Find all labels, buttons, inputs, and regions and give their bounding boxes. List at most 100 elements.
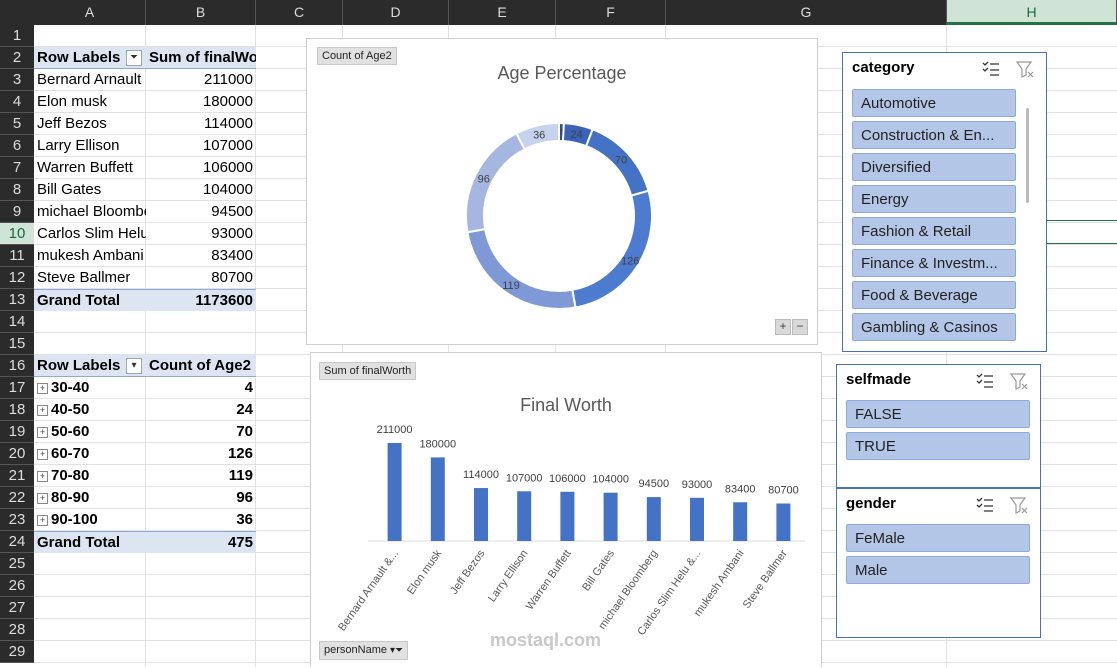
- slicer-item[interactable]: FALSE: [846, 400, 1030, 428]
- pivot-row-value[interactable]: 126: [227, 445, 253, 462]
- pivot-row-value[interactable]: 119: [228, 467, 253, 484]
- row-header-26[interactable]: 26: [0, 575, 34, 597]
- pivot-row-label[interactable]: +90-100: [34, 509, 146, 531]
- pivot-row-label[interactable]: mukesh Ambani: [37, 247, 144, 264]
- pivot-grand-total-value[interactable]: 1173600: [146, 289, 256, 311]
- chart-field-button[interactable]: Sum of finalWorth: [319, 362, 417, 380]
- slicer-item[interactable]: Construction & En...: [852, 121, 1016, 149]
- row-header-18[interactable]: 18: [0, 399, 34, 421]
- slicer-selfmade[interactable]: selfmade FALSE TRUE: [836, 364, 1041, 488]
- row-header-25[interactable]: 25: [0, 553, 34, 575]
- column-header-e[interactable]: E: [449, 0, 556, 25]
- donut-slice-90-100[interactable]: [515, 121, 560, 151]
- slicer-item[interactable]: Gambling & Casinos: [852, 313, 1016, 341]
- pivot-row-label[interactable]: +30-40: [34, 377, 146, 399]
- pivot-row-label[interactable]: Bernard Arnault: [37, 71, 142, 88]
- bar-3[interactable]: [517, 491, 532, 541]
- row-header-27[interactable]: 27: [0, 597, 34, 619]
- bar-1[interactable]: [430, 457, 445, 541]
- bar-9[interactable]: [776, 503, 791, 541]
- donut-slice-70-80[interactable]: [466, 227, 577, 310]
- row-header-5[interactable]: 5: [0, 113, 34, 135]
- slicer-item[interactable]: Fashion & Retail: [852, 217, 1016, 245]
- pivot-row-label[interactable]: +50-60: [34, 421, 146, 443]
- select-all-corner[interactable]: [0, 0, 34, 25]
- slicer-item[interactable]: Automotive: [852, 89, 1016, 117]
- pivot-row-label[interactable]: Warren Buffett: [37, 159, 133, 176]
- pivot-row-value[interactable]: 80700: [211, 269, 253, 286]
- bar-6[interactable]: [646, 497, 661, 541]
- pivot-row-value[interactable]: 83400: [211, 247, 253, 264]
- row-header-13[interactable]: 13: [0, 289, 34, 311]
- pivot-grand-total-value[interactable]: 475: [146, 531, 256, 553]
- pivot-row-label[interactable]: Larry Ellison: [37, 137, 120, 154]
- expand-icon[interactable]: +: [37, 382, 48, 394]
- row-header-21[interactable]: 21: [0, 465, 34, 487]
- column-header-h[interactable]: H: [947, 0, 1117, 25]
- row-header-12[interactable]: 12: [0, 267, 34, 289]
- row-header-1[interactable]: 1: [0, 25, 34, 47]
- multi-select-icon[interactable]: [975, 495, 995, 515]
- bar-5[interactable]: [603, 492, 618, 541]
- column-header-g[interactable]: G: [666, 0, 947, 25]
- pivot-header-value[interactable]: Sum of finalWorth: [146, 47, 256, 69]
- pivot-grand-total-label[interactable]: Grand Total: [34, 531, 146, 553]
- pivot-row-value[interactable]: 104000: [202, 181, 253, 198]
- expand-icon[interactable]: +: [37, 492, 48, 504]
- row-header-11[interactable]: 11: [0, 245, 34, 267]
- multi-select-icon[interactable]: [981, 59, 1001, 79]
- pivot-row-value[interactable]: 180000: [202, 93, 253, 110]
- row-header-6[interactable]: 6: [0, 135, 34, 157]
- pivot-header-row-labels[interactable]: Row Labels: [34, 47, 146, 69]
- expand-icon[interactable]: +: [37, 470, 48, 482]
- column-header-f[interactable]: F: [556, 0, 666, 25]
- pivot-row-label[interactable]: +70-80: [34, 465, 146, 487]
- pivot-row-value[interactable]: 24: [236, 401, 253, 418]
- donut-slice-80-90[interactable]: [465, 131, 526, 234]
- multi-select-icon[interactable]: [975, 371, 995, 391]
- row-header-22[interactable]: 22: [0, 487, 34, 509]
- pivot-row-value[interactable]: 211000: [204, 71, 253, 88]
- pivot-row-label[interactable]: Elon musk: [37, 93, 108, 110]
- filter-icon[interactable]: ▾⏷: [390, 645, 404, 656]
- row-header-23[interactable]: 23: [0, 509, 34, 531]
- pivot-grand-total-label[interactable]: Grand Total: [34, 289, 146, 311]
- bar-8[interactable]: [733, 502, 748, 541]
- pivot-row-label[interactable]: Jeff Bezos: [37, 115, 107, 132]
- expand-icon[interactable]: +: [37, 514, 48, 526]
- chart-field-button[interactable]: Count of Age2: [317, 47, 397, 65]
- expand-icon[interactable]: +: [37, 448, 48, 460]
- slicer-scrollbar[interactable]: [1026, 108, 1029, 203]
- row-labels-filter-button[interactable]: ▾: [126, 358, 142, 374]
- slicer-item[interactable]: TRUE: [846, 432, 1030, 460]
- row-header-4[interactable]: 4: [0, 91, 34, 113]
- pivot-row-value[interactable]: 106000: [202, 159, 253, 176]
- row-header-29[interactable]: 29: [0, 641, 34, 663]
- donut-chart[interactable]: Count of Age2 Age Percentage 4 24 70 126 119…: [306, 38, 818, 345]
- bar-0[interactable]: [387, 443, 402, 541]
- row-header-14[interactable]: 14: [0, 311, 34, 333]
- pivot-row-value[interactable]: 107000: [202, 137, 253, 154]
- expand-icon[interactable]: +: [37, 404, 48, 416]
- donut-slice-60-70[interactable]: [571, 189, 653, 309]
- slicer-item[interactable]: FeMale: [846, 524, 1030, 552]
- slicer-gender[interactable]: gender FeMale Male: [836, 488, 1041, 638]
- slicer-item[interactable]: Energy: [852, 185, 1016, 213]
- expand-icon[interactable]: +: [37, 426, 48, 438]
- pivot-row-label[interactable]: +40-50: [34, 399, 146, 421]
- column-header-b[interactable]: B: [146, 0, 256, 25]
- bar-7[interactable]: [690, 497, 704, 541]
- zoom-in-button[interactable]: +: [775, 319, 791, 335]
- slicer-item[interactable]: Diversified: [852, 153, 1016, 181]
- clear-filter-icon[interactable]: [1009, 495, 1029, 515]
- pivot-row-value[interactable]: 4: [244, 379, 253, 396]
- pivot-row-label[interactable]: Carlos Slim Helu: [37, 225, 146, 242]
- slicer-item[interactable]: Finance & Investm...: [852, 249, 1016, 277]
- pivot-row-label[interactable]: +60-70: [34, 443, 146, 465]
- pivot-row-value[interactable]: 93000: [211, 225, 253, 242]
- bar-2[interactable]: [474, 488, 488, 541]
- slicer-item[interactable]: Food & Beverage: [852, 281, 1016, 309]
- slicer-item[interactable]: Male: [846, 556, 1030, 584]
- bar-4[interactable]: [560, 491, 575, 541]
- column-header-a[interactable]: A: [34, 0, 146, 25]
